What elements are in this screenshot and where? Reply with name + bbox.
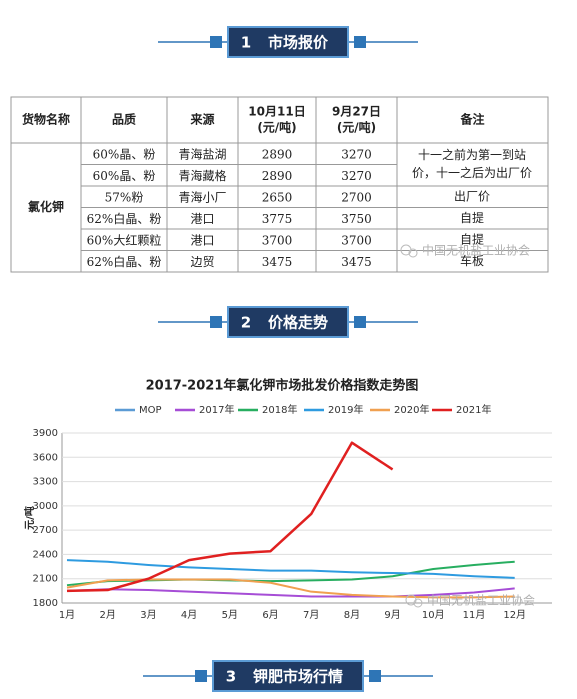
x-tick-label: 9月 (384, 609, 400, 621)
banner-number: 2 (241, 314, 251, 332)
legend-label: 2020年 (394, 403, 429, 416)
x-tick-label: 6月 (262, 609, 278, 621)
table-header: 9月27日 (332, 105, 381, 119)
banner-square (195, 670, 207, 682)
legend-label: 2018年 (262, 403, 297, 416)
legend-label: 2019年 (328, 403, 363, 416)
table-note: 自提 (460, 210, 484, 225)
table-cell: 2700 (341, 190, 372, 204)
x-tick-label: 3月 (140, 609, 156, 621)
table-cell: 3775 (262, 212, 293, 226)
table-header: 来源 (189, 112, 214, 127)
product-name: 氯化钾 (28, 199, 64, 214)
watermark-icon (400, 244, 412, 256)
table-header: 10月11日 (248, 105, 305, 119)
watermark-icon (405, 594, 417, 606)
x-tick-label: 12月 (503, 609, 526, 621)
table-cell: 57%粉 (105, 190, 144, 204)
table-note: 价，十一之后为出厂价 (412, 166, 532, 180)
table-header: 货物名称 (22, 112, 70, 127)
table-cell: 2890 (262, 147, 293, 161)
table-cell: 60%晶、粉 (93, 169, 156, 183)
table-note: 十一之前为第一到站 (418, 147, 526, 162)
banner-square (354, 316, 366, 328)
table-header: 备注 (459, 112, 484, 127)
banner-title: 价格走势 (268, 314, 328, 332)
table-note: 出厂价 (454, 189, 490, 203)
y-tick-label: 3300 (33, 477, 58, 488)
x-tick-label: 2月 (100, 609, 116, 621)
banner-square (210, 36, 222, 48)
y-axis-label: 元/吨 (23, 506, 36, 530)
banner-box (227, 26, 349, 58)
table-cell: 3750 (341, 212, 372, 226)
y-tick-label: 3000 (33, 501, 58, 512)
table-note: 车板 (460, 253, 484, 268)
banner-square (369, 670, 381, 682)
table-cell: 3700 (341, 233, 372, 247)
legend-label: 2017年 (199, 403, 234, 416)
banner-square (210, 316, 222, 328)
table-cell: 青海盐湖 (178, 146, 226, 161)
table-frame (10, 96, 549, 273)
banner-box (212, 660, 364, 692)
banner-number: 3 (226, 668, 236, 686)
x-tick-label: 8月 (344, 609, 360, 621)
x-tick-label: 7月 (303, 609, 319, 621)
table-cell: 青海小厂 (178, 189, 226, 204)
table-cell: 3700 (262, 233, 293, 247)
banner-square (354, 36, 366, 48)
x-tick-label: 1月 (59, 609, 75, 621)
table-cell: 青海藏格 (178, 168, 226, 183)
banner-title: 钾肥市场行情 (253, 668, 343, 686)
banner-title: 市场报价 (268, 34, 329, 52)
y-tick-label: 1800 (33, 598, 58, 609)
x-tick-label: 11月 (463, 609, 486, 621)
series-line (66, 441, 394, 593)
table-cell: 3475 (341, 255, 372, 269)
y-tick-label: 2700 (33, 525, 58, 536)
table-cell: 2890 (262, 169, 293, 183)
x-tick-label: 10月 (422, 609, 445, 621)
table-cell: 港口 (190, 233, 214, 247)
series-line (66, 587, 515, 598)
watermark-icon (408, 248, 418, 258)
y-tick-label: 2400 (33, 549, 58, 560)
series-line (66, 559, 515, 579)
legend-label: 2021年 (456, 403, 491, 416)
watermark: 中国无机盐工业协会 (427, 593, 535, 608)
table-note: 自提 (460, 231, 484, 246)
y-tick-label: 3900 (33, 428, 58, 439)
table-cell: 60%晶、粉 (93, 147, 156, 161)
table-cell: 3475 (262, 255, 293, 269)
y-tick-label: 3600 (33, 452, 58, 463)
table-cell: 60%大红颗粒 (87, 232, 162, 247)
table-cell: 62%白晶、粉 (87, 211, 162, 226)
legend-label: MOP (139, 405, 162, 416)
x-tick-label: 5月 (222, 609, 238, 621)
table-cell: 62%白晶、粉 (87, 254, 162, 269)
x-tick-label: 4月 (181, 609, 197, 621)
table-cell: 港口 (190, 212, 214, 226)
table-header: (元/吨) (257, 120, 296, 135)
table-cell: 3270 (341, 169, 372, 183)
y-tick-label: 2100 (33, 574, 58, 585)
table-header: 品质 (112, 112, 136, 127)
banner-box (227, 306, 349, 338)
watermark: 中国无机盐工业协会 (422, 243, 530, 258)
table-cell: 边贸 (190, 255, 214, 269)
table-cell: 3270 (341, 147, 372, 161)
watermark-icon (413, 598, 423, 608)
table-cell: 2650 (262, 190, 293, 204)
banner-number: 1 (241, 34, 251, 52)
table-header: (元/吨) (337, 120, 376, 135)
chart-title: 2017-2021年氯化钾市场批发价格指数走势图 (146, 378, 419, 394)
